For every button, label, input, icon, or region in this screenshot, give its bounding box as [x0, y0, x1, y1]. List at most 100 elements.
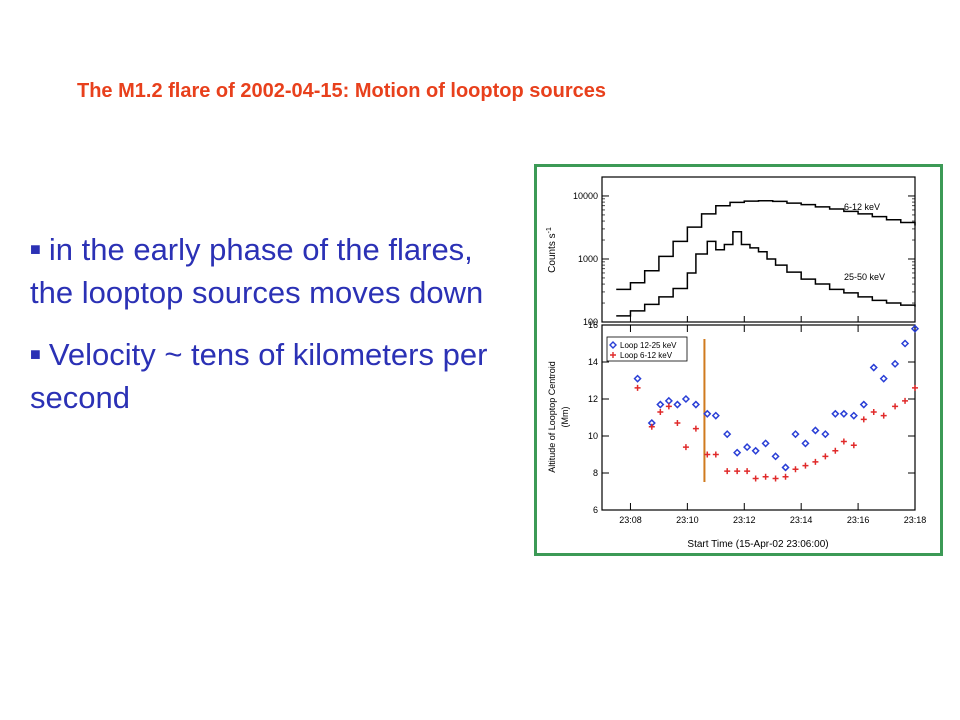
loop-12-25-point: [703, 409, 712, 418]
altitude-markers: [633, 324, 920, 482]
y-tick-label: 1000: [578, 254, 598, 264]
bullet-text: Velocity ~ tens of kilometers per second: [30, 337, 488, 415]
loop-12-25-point: [859, 400, 868, 409]
loop-12-25-point: [723, 430, 732, 439]
series-label-6-12: 6-12 keV: [844, 202, 880, 212]
loop-6-12-point: [850, 442, 857, 449]
y-tick-label: 10000: [573, 191, 598, 201]
flare-figure: 100 1000 10000 6 8 10 12 14 16 23:08 23:10 23:12 23…: [546, 176, 926, 550]
loop-6-12-point: [912, 384, 918, 391]
x-tick-label: 23:14: [790, 515, 813, 525]
loop-6-12-point: [744, 468, 751, 475]
loop-6-12-point: [772, 475, 779, 482]
loop-12-25-point: [633, 374, 642, 383]
x-tick-label: 23:18: [904, 515, 927, 525]
loop-12-25-point: [664, 396, 673, 405]
loop-12-25-point: [681, 394, 691, 404]
loop-6-12-point: [712, 451, 719, 458]
loop-6-12-point: [782, 473, 789, 480]
legend-label-6-12: Loop 6-12 keV: [620, 351, 673, 360]
y-tick-label: 12: [588, 394, 598, 404]
loop-12-25-point: [910, 324, 920, 333]
y-tick-label: 8: [593, 468, 598, 478]
x-tick-label: 23:10: [676, 515, 699, 525]
square-bullet-icon: ■: [30, 344, 41, 364]
lightcurve-ticks: 100 1000 10000: [573, 176, 916, 327]
loop-6-12-point: [860, 416, 867, 423]
loop-12-25-point: [673, 400, 682, 409]
legend-marker-12-25: [609, 341, 617, 349]
loop-6-12-point: [724, 468, 731, 475]
loop-12-25-point: [849, 411, 858, 420]
loop-12-25-point: [891, 359, 900, 368]
loop-12-25-point: [761, 439, 770, 448]
loop-12-25-point: [801, 439, 810, 448]
square-bullet-icon: ■: [30, 239, 41, 259]
bullet-item: ■ Velocity ~ tens of kilometers per secon…: [30, 333, 500, 419]
altitude-ticks: 6 8 10 12 14 16 23:08 23:10 23:12 23:14 23:16 23:18: [588, 320, 926, 525]
loop-12-25-point: [791, 430, 800, 439]
lightcurve-y-label: Counts s-1: [546, 227, 558, 273]
loop-6-12-point: [802, 462, 809, 469]
loop-6-12-point: [674, 420, 681, 427]
loop-6-12-point: [870, 408, 877, 415]
loop-6-12-point: [762, 473, 769, 480]
altitude-y-units: (Mm): [560, 407, 570, 428]
legend-label-12-25: Loop 12-25 keV: [620, 341, 677, 350]
loop-12-25-point: [743, 443, 752, 452]
loop-6-12-point: [682, 444, 689, 451]
y-tick-label: 6: [593, 505, 598, 515]
bullet-item: ■ in the early phase of the flares, the l…: [30, 228, 500, 314]
altitude-legend: Loop 12-25 keV Loop 6-12 keV: [606, 336, 688, 362]
loop-12-25-point: [821, 430, 830, 439]
altitude-y-label: Altitude of Looptop Centroid: [547, 361, 557, 473]
legend-box: [606, 336, 688, 362]
loop-12-25-point: [771, 452, 780, 461]
lightcurve-series: [616, 199, 916, 317]
loop-12-25-point: [831, 409, 840, 418]
y-tick-label: 16: [588, 320, 598, 330]
loop-12-25-point: [869, 363, 878, 372]
loop-12-25-point: [781, 463, 790, 472]
loop-6-12-point: [892, 403, 899, 410]
loop-6-12-point: [880, 412, 887, 419]
loop-12-25-point: [733, 448, 742, 457]
lightcurve-line-6-12: [616, 199, 916, 291]
loop-12-25-point: [711, 411, 720, 420]
bullet-text: in the early phase of the flares, the lo…: [30, 232, 484, 310]
loop-6-12-point: [657, 408, 664, 415]
figure-frame: 100 1000 10000 6 8 10 12 14 16 23:08 23:10 23:12 23…: [534, 164, 943, 556]
loop-6-12-point: [812, 458, 819, 465]
lightcurve-plot-area: [601, 176, 916, 323]
loop-6-12-point: [822, 453, 829, 460]
loop-6-12-point: [840, 438, 847, 445]
legend-marker-6-12: [610, 352, 616, 358]
series-label-25-50: 25-50 keV: [844, 272, 885, 282]
loop-12-25-point: [811, 426, 820, 435]
y-tick-label: 14: [588, 357, 598, 367]
loop-12-25-point: [839, 409, 848, 418]
loop-6-12-point: [692, 425, 699, 432]
loop-12-25-point: [900, 339, 910, 348]
altitude-x-label: Start Time (15-Apr-02 23:06:00): [687, 539, 828, 550]
loop-6-12-point: [704, 451, 711, 458]
loop-12-25-point: [656, 400, 665, 409]
x-tick-label: 23:12: [733, 515, 756, 525]
lightcurve-line-25-50: [616, 231, 916, 317]
loop-6-12-point: [792, 466, 799, 473]
altitude-plot-area: [601, 324, 916, 511]
y-tick-label: 10: [588, 431, 598, 441]
x-tick-label: 23:08: [619, 515, 642, 525]
loop-6-12-point: [832, 447, 839, 454]
loop-6-12-point: [902, 397, 909, 404]
loop-6-12-point: [734, 468, 741, 475]
loop-6-12-point: [648, 423, 655, 430]
loop-6-12-point: [634, 384, 641, 391]
loop-6-12-point: [752, 475, 759, 482]
loop-12-25-point: [691, 400, 700, 409]
x-tick-label: 23:16: [847, 515, 870, 525]
loop-12-25-point: [879, 374, 888, 383]
loop-12-25-point: [751, 446, 760, 455]
bullet-list: ■ in the early phase of the flares, the l…: [30, 228, 500, 438]
loop-6-12-point: [665, 403, 672, 410]
